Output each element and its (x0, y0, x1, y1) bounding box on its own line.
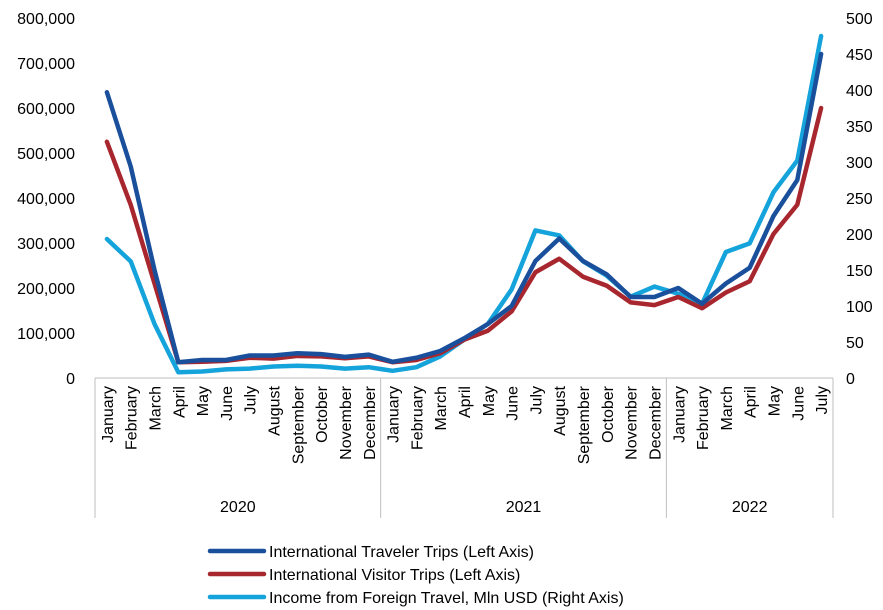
x-tick-label: April (171, 386, 188, 418)
x-tick-label: June (505, 386, 522, 421)
series-line-2 (104, 105, 824, 365)
right-axis-tick-label: 450 (846, 47, 873, 64)
x-tick-label: December (362, 385, 379, 459)
x-tick-label: April (457, 386, 474, 418)
left-axis-tick-label: 400,000 (17, 191, 75, 208)
year-group-label: 2022 (732, 499, 768, 516)
x-tick-label: February (124, 386, 141, 450)
x-tick-label: August (267, 385, 284, 435)
right-axis-tick-label: 350 (846, 119, 873, 136)
x-tick-label: February (409, 386, 426, 450)
x-tick-label: August (552, 385, 569, 435)
x-axis-year-groups: 2020 2021 2022 (94, 378, 834, 518)
left-axis-tick-label: 800,000 (17, 11, 75, 28)
right-axis-tick-label: 200 (846, 227, 873, 244)
x-tick-label: July (528, 386, 545, 414)
left-axis-tick-label: 300,000 (17, 236, 75, 253)
x-tick-label: July (243, 386, 260, 414)
year-group-label: 2021 (506, 499, 542, 516)
x-tick-label: March (719, 386, 736, 430)
year-group-label: 2020 (220, 499, 256, 516)
right-axis-tick-label: 50 (846, 335, 864, 352)
right-axis-ticks: 0 50 100 150 200 250 300 350 400 450 500 (846, 11, 873, 388)
right-axis-tick-label: 100 (846, 299, 873, 316)
left-axis-tick-label: 100,000 (17, 326, 75, 343)
x-tick-label: January (671, 386, 688, 443)
x-tick-label: January (100, 386, 117, 443)
series-line-3 (104, 33, 824, 375)
x-tick-label: November (338, 385, 355, 459)
right-axis-tick-label: 500 (846, 11, 873, 28)
legend-label: International Traveler Trips (Left Axis) (269, 544, 534, 561)
left-axis-tick-label: 700,000 (17, 56, 75, 73)
right-axis-tick-label: 250 (846, 191, 873, 208)
x-tick-label: May (481, 386, 498, 416)
series-line-1 (104, 51, 824, 365)
left-axis-tick-label: 200,000 (17, 281, 75, 298)
legend-label: International Visitor Trips (Left Axis) (269, 567, 520, 584)
left-axis-tick-label: 600,000 (17, 101, 75, 118)
series-lines (104, 33, 824, 375)
x-tick-label: April (743, 386, 760, 418)
x-tick-label: October (314, 385, 331, 443)
x-tick-label: October (600, 385, 617, 443)
right-axis-tick-label: 400 (846, 83, 873, 100)
x-tick-label: May (766, 386, 783, 416)
x-tick-label: June (219, 386, 236, 421)
chart-legend: International Traveler Trips (Left Axis)… (207, 544, 624, 607)
right-axis-tick-label: 0 (846, 371, 855, 388)
right-axis-tick-label: 150 (846, 263, 873, 280)
x-tick-label: November (624, 385, 641, 459)
x-tick-label: May (195, 386, 212, 416)
x-axis-month-labels: January February March April May June July Augu… (100, 385, 831, 464)
x-tick-label: June (790, 386, 807, 421)
x-tick-label: March (148, 386, 165, 430)
x-tick-label: September (576, 385, 593, 464)
x-tick-label: January (386, 386, 403, 443)
left-axis-tick-label: 0 (66, 371, 75, 388)
left-axis-ticks: 0 100,000 200,000 300,000 400,000 500,000 600,… (17, 11, 75, 388)
x-tick-label: March (433, 386, 450, 430)
x-tick-label: July (814, 386, 831, 414)
x-tick-label: February (695, 386, 712, 450)
left-axis-tick-label: 500,000 (17, 146, 75, 163)
x-tick-label: September (290, 385, 307, 464)
x-tick-label: December (647, 385, 664, 459)
right-axis-tick-label: 300 (846, 155, 873, 172)
legend-label: Income from Foreign Travel, Mln USD (Rig… (269, 590, 624, 607)
